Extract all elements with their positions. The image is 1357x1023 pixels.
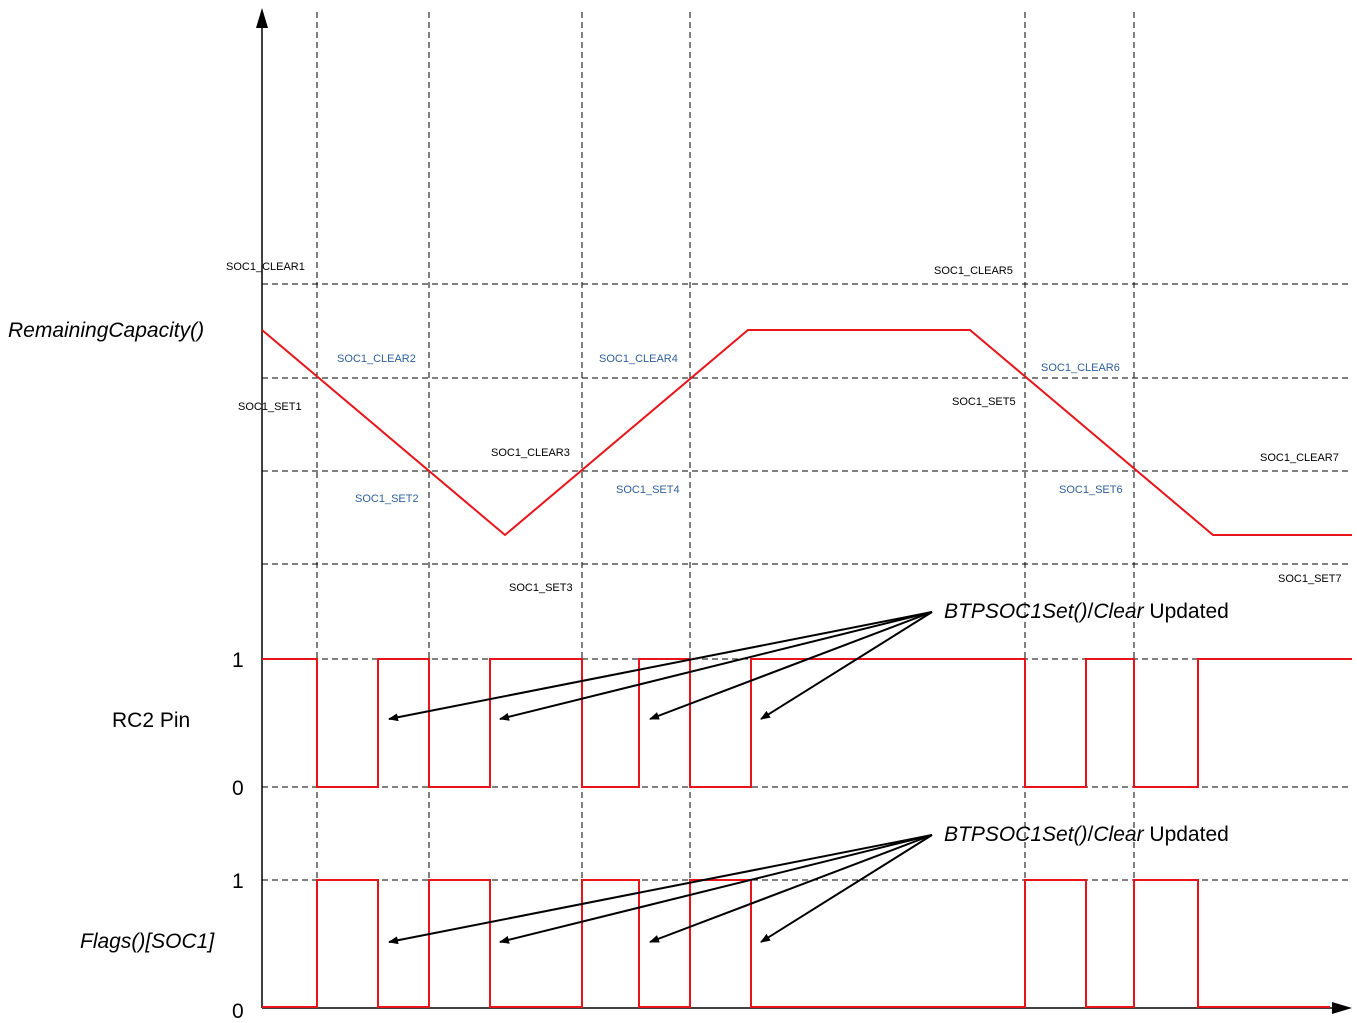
remaining-capacity-waveform — [261, 329, 1352, 537]
rc2-arrow-2 — [499, 611, 933, 721]
rc2-arrow-3 — [649, 611, 933, 720]
y-axis-arrow — [256, 8, 268, 28]
horizontal-guides — [262, 283, 1352, 881]
flags-note-sep: / — [1088, 823, 1094, 846]
flags-arrow-4 — [760, 834, 933, 943]
label-soc1-clear4: SOC1_CLEAR4 — [599, 353, 678, 365]
rc2-pin-waveform — [262, 658, 1352, 788]
flags-arrow-2 — [499, 834, 933, 944]
label-soc1-clear6: SOC1_CLEAR6 — [1041, 362, 1120, 374]
flags-high-label: 1 — [232, 870, 244, 893]
flags-note-italic1: BTPSOC1Set() — [944, 823, 1088, 846]
rc2-arrow-4 — [760, 611, 933, 720]
rc2-note-italic2: Clear — [1093, 600, 1144, 623]
label-soc1-set1: SOC1_SET1 — [238, 401, 302, 413]
flags-soc1-waveform — [262, 879, 1330, 1008]
label-soc1-clear2: SOC1_CLEAR2 — [337, 353, 416, 365]
flags-arrow-3 — [649, 834, 933, 943]
label-soc1-set6: SOC1_SET6 — [1059, 484, 1123, 496]
flags-note-italic2: Clear — [1093, 823, 1144, 846]
rc2-arrows — [388, 611, 933, 722]
rc2-arrow-1 — [388, 611, 933, 722]
label-soc1-clear1: SOC1_CLEAR1 — [226, 261, 305, 273]
label-soc1-clear5: SOC1_CLEAR5 — [934, 265, 1013, 277]
label-soc1-clear7: SOC1_CLEAR7 — [1260, 452, 1339, 464]
vertical-guides — [316, 12, 1135, 1008]
remaining-capacity-label: RemainingCapacity() — [8, 319, 204, 342]
rc2-note-sep: / — [1088, 600, 1094, 623]
rc2-update-note: BTPSOC1Set()/Clear Updated — [944, 600, 1229, 623]
label-soc1-clear3: SOC1_CLEAR3 — [491, 447, 570, 459]
rc2-pin-label: RC2 Pin — [112, 709, 190, 732]
label-soc1-set2: SOC1_SET2 — [355, 493, 419, 505]
x-axis-arrow — [1332, 1002, 1352, 1014]
flags-low-label: 0 — [232, 1000, 244, 1023]
flags-arrows — [388, 834, 933, 945]
rc2-note-rest: Updated — [1144, 600, 1229, 623]
rc2-note-italic1: BTPSOC1Set() — [944, 600, 1088, 623]
label-soc1-set4: SOC1_SET4 — [616, 484, 680, 496]
flags-arrow-1 — [388, 834, 933, 945]
label-soc1-set3: SOC1_SET3 — [509, 582, 573, 594]
rc2-low-label: 0 — [232, 777, 244, 800]
label-soc1-set5: SOC1_SET5 — [952, 396, 1016, 408]
flags-update-note: BTPSOC1Set()/Clear Updated — [944, 823, 1229, 846]
flags-soc1-label: Flags()[SOC1] — [80, 930, 215, 953]
label-soc1-set7: SOC1_SET7 — [1278, 573, 1342, 585]
rc2-high-label: 1 — [232, 649, 244, 672]
flags-note-rest: Updated — [1144, 823, 1229, 846]
